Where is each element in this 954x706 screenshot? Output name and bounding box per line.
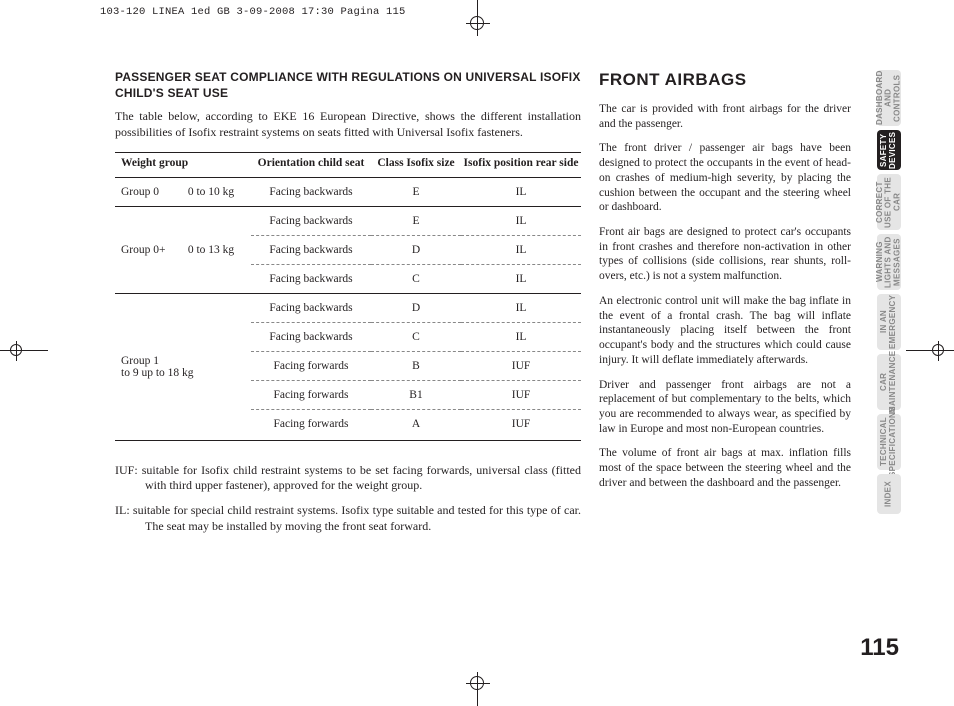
tab-technical-specs[interactable]: TECHNICAL SPECIFICATIONS [877, 414, 901, 470]
tab-index[interactable]: INDEX [877, 474, 901, 514]
airbags-para: An electronic control unit will make the… [599, 294, 851, 368]
cell-orientation: Facing backwards [251, 293, 371, 322]
cell-orientation: Facing backwards [251, 235, 371, 264]
airbags-para: The car is provided with front airbags f… [599, 102, 851, 131]
airbags-para: The front driver / passenger air bags ha… [599, 141, 851, 215]
cell-group1: Group 1 to 9 up to 18 kg [115, 293, 251, 440]
tab-emergency[interactable]: IN AN EMERGENCY [877, 294, 901, 350]
cell-group0p: Group 0+ [115, 206, 182, 293]
cell-position: IL [461, 322, 581, 351]
tab-safety-devices[interactable]: SAFETY DEVICES [877, 130, 901, 170]
airbags-heading: FRONT AIRBAGS [599, 70, 851, 90]
th-position: Isofix position rear side [461, 152, 581, 177]
cell-class: E [371, 177, 461, 206]
crop-mark [0, 350, 48, 351]
cell-group0: Group 0 [115, 177, 182, 206]
crop-mark [932, 344, 944, 356]
cell-orientation: Facing backwards [251, 264, 371, 293]
cell-class: D [371, 235, 461, 264]
cell-position: IUF [461, 351, 581, 380]
th-orientation: Orientation child seat [251, 152, 371, 177]
cell-orientation: Facing forwards [251, 409, 371, 440]
cell-group1-line1: Group 1 [121, 355, 159, 367]
print-header: 103-120 LINEA 1ed GB 3-09-2008 17:30 Pag… [100, 6, 406, 18]
section-tabs: DASHBOARD AND CONTROLS SAFETY DEVICES CO… [877, 70, 901, 514]
tab-dashboard[interactable]: DASHBOARD AND CONTROLS [877, 70, 901, 126]
crop-mark [10, 344, 22, 356]
cell-position: IL [461, 264, 581, 293]
cell-class: B1 [371, 380, 461, 409]
cell-class: A [371, 409, 461, 440]
cell-group1-line2: to 9 up to 18 kg [121, 367, 194, 379]
cell-group0p-range: 0 to 13 kg [182, 206, 251, 293]
cell-orientation: Facing backwards [251, 322, 371, 351]
crop-mark [470, 16, 484, 30]
cell-class: C [371, 322, 461, 351]
th-class: Class Isofix size [371, 152, 461, 177]
airbags-para: Driver and passenger front airbags are n… [599, 378, 851, 437]
crop-mark [470, 676, 484, 690]
cell-position: IUF [461, 380, 581, 409]
cell-orientation: Facing backwards [251, 206, 371, 235]
cell-class: C [371, 264, 461, 293]
cell-position: IUF [461, 409, 581, 440]
airbags-para: Front air bags are designed to protect c… [599, 225, 851, 284]
cell-position: IL [461, 177, 581, 206]
tab-correct-use[interactable]: CORRECT USE OF THE CAR [877, 174, 901, 230]
cell-position: IL [461, 235, 581, 264]
cell-orientation: Facing forwards [251, 351, 371, 380]
isofix-heading: PASSENGER SEAT COMPLIANCE WITH REGULATIO… [115, 70, 581, 101]
left-column: PASSENGER SEAT COMPLIANCE WITH REGULATIO… [115, 70, 581, 544]
crop-mark [477, 0, 478, 12]
def-iuf: IUF: suitable for Isofix child restraint… [115, 463, 581, 494]
cell-class: B [371, 351, 461, 380]
isofix-intro: The table below, according to EKE 16 Eur… [115, 109, 581, 140]
crop-mark [906, 350, 954, 351]
cell-position: IL [461, 293, 581, 322]
th-weight-group: Weight group [115, 152, 251, 177]
page-number: 115 [860, 634, 899, 662]
cell-group0-range: 0 to 10 kg [182, 177, 251, 206]
airbags-para: The volume of front air bags at max. inf… [599, 446, 851, 490]
cell-position: IL [461, 206, 581, 235]
tab-maintenance[interactable]: CAR MAINTENANCE [877, 354, 901, 410]
isofix-table: Weight group Orientation child seat Clas… [115, 152, 581, 441]
cell-orientation: Facing forwards [251, 380, 371, 409]
page-content: PASSENGER SEAT COMPLIANCE WITH REGULATIO… [115, 70, 885, 544]
cell-orientation: Facing backwards [251, 177, 371, 206]
tab-warning-lights[interactable]: WARNING LIGHTS AND MESSAGES [877, 234, 901, 290]
cell-class: E [371, 206, 461, 235]
def-il: IL: suitable for special child restraint… [115, 503, 581, 534]
cell-class: D [371, 293, 461, 322]
table-definitions: IUF: suitable for Isofix child restraint… [115, 463, 581, 534]
right-column: FRONT AIRBAGS The car is provided with f… [599, 70, 851, 544]
